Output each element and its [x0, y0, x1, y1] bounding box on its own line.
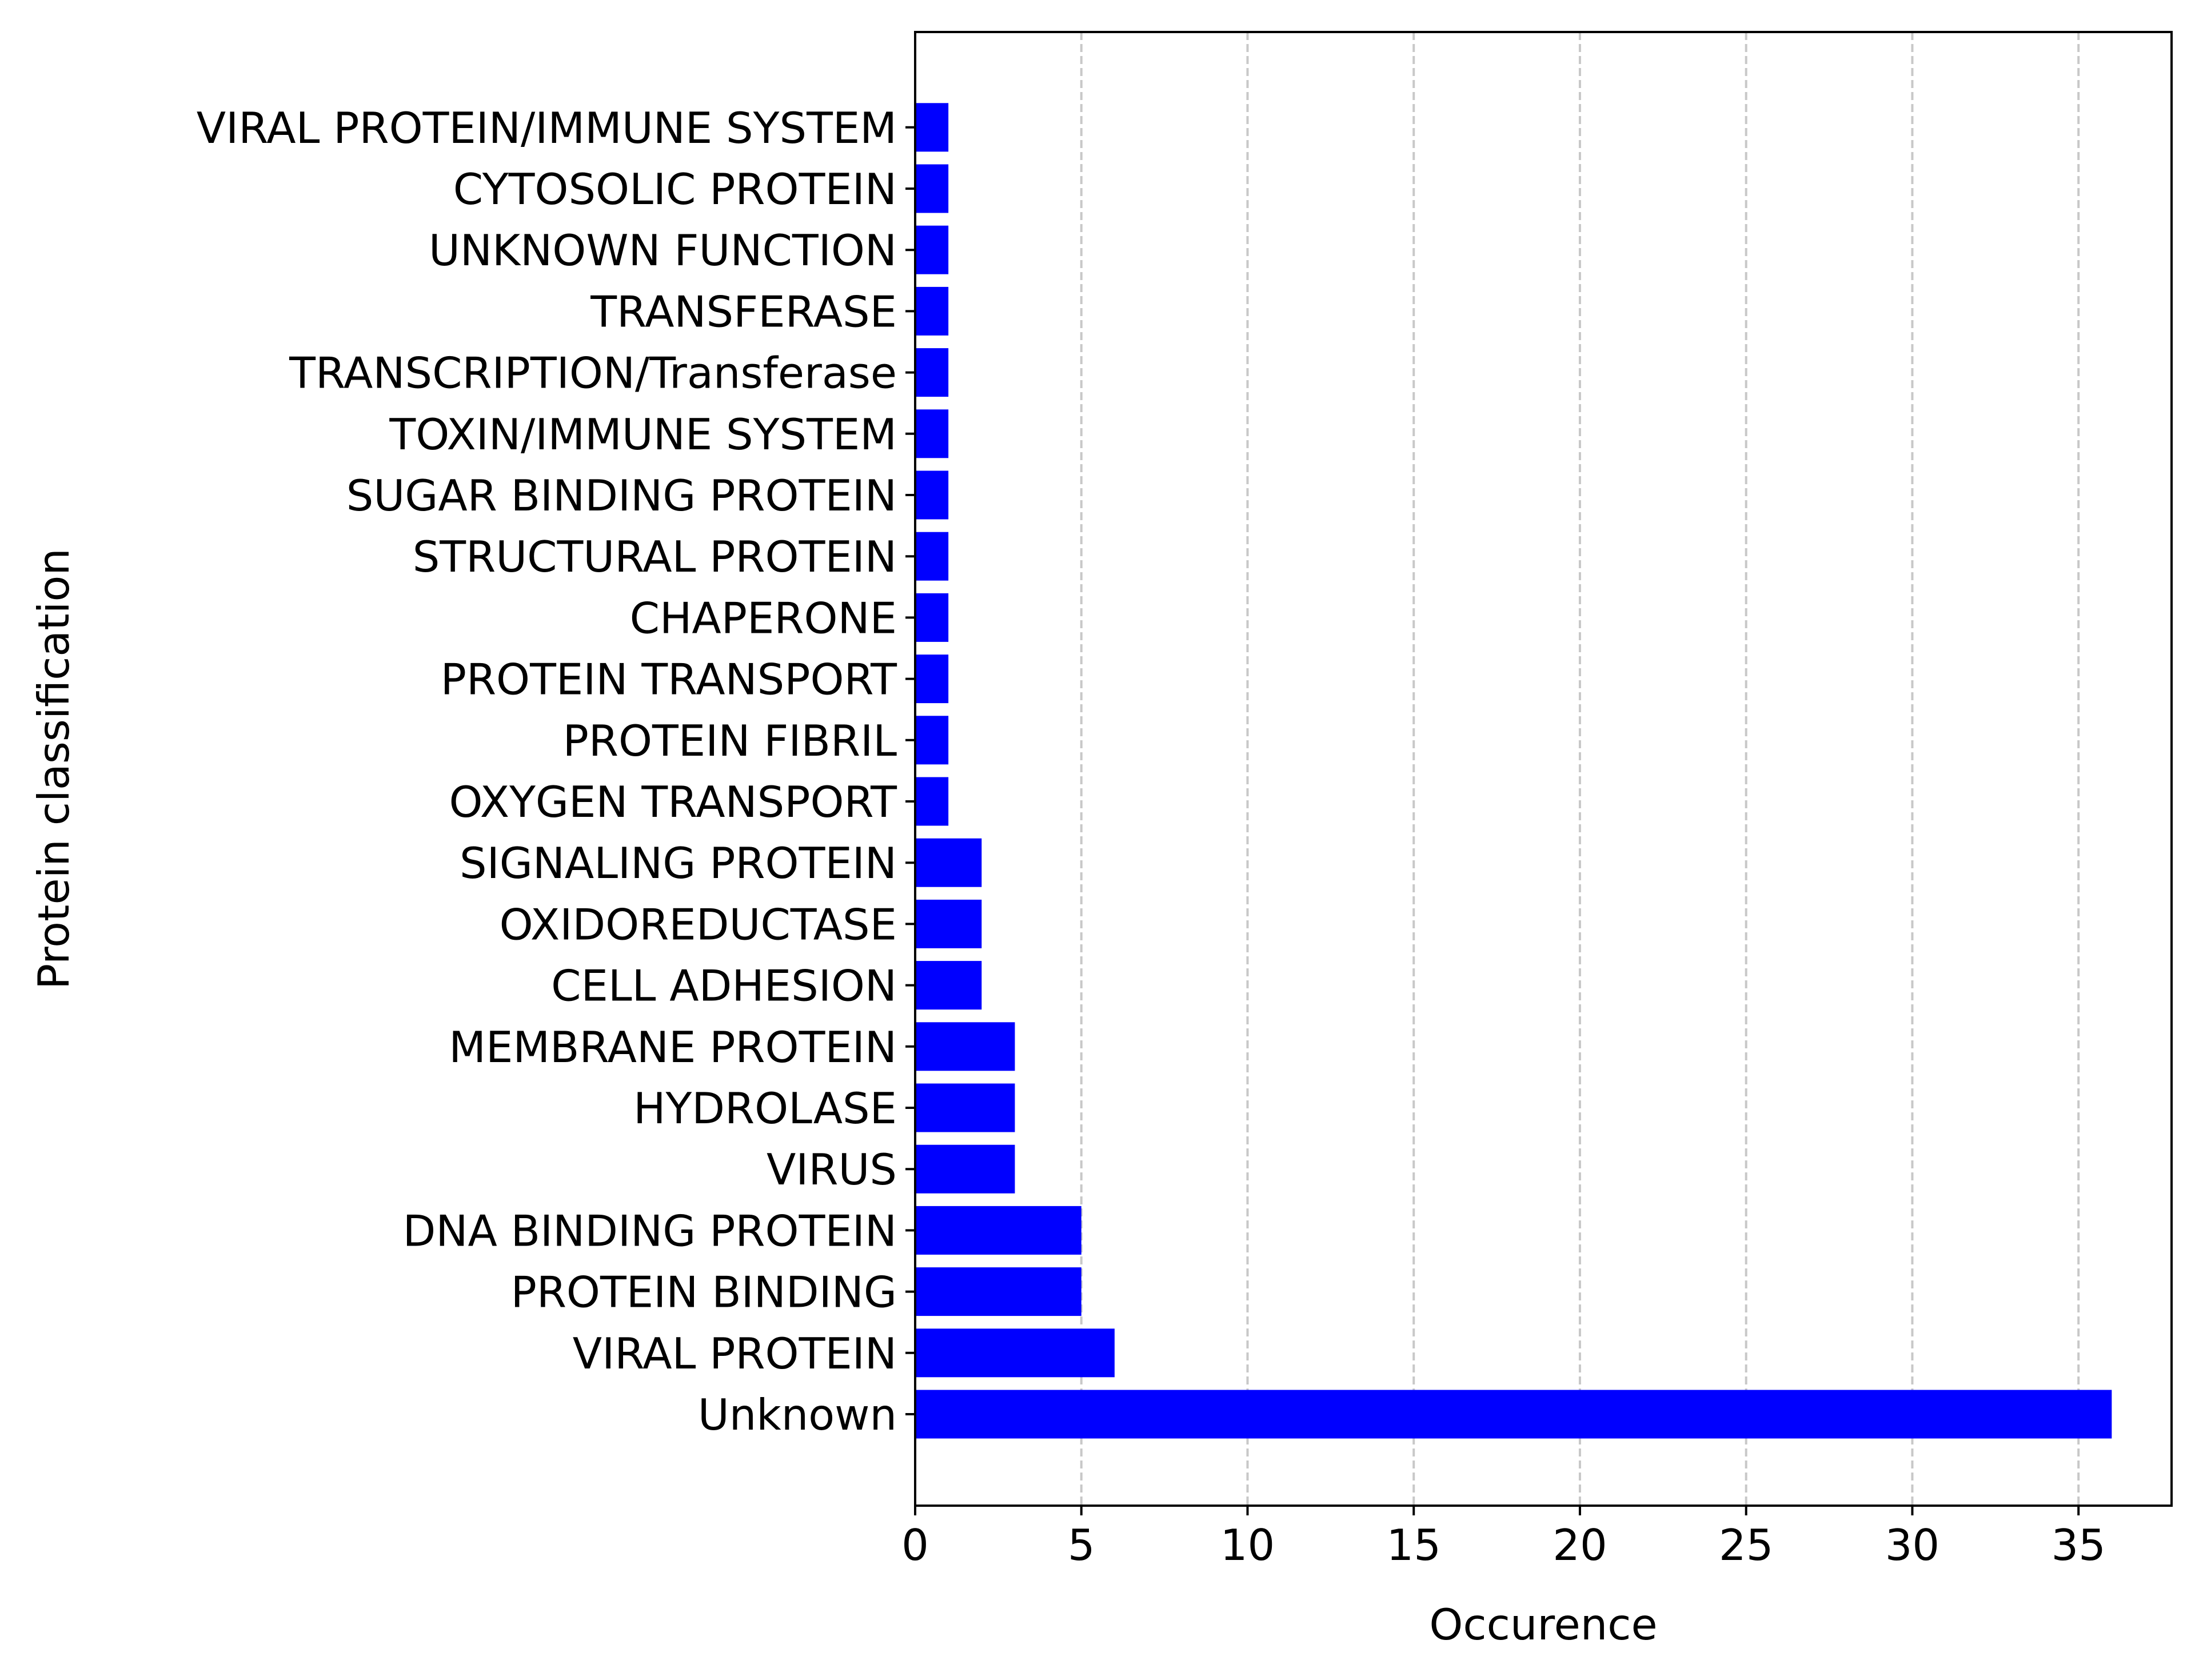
- y-tick-label: PROTEIN FIBRIL: [563, 716, 897, 766]
- x-tick-label: 20: [1553, 1520, 1607, 1570]
- y-tick-label: MEMBRANE PROTEIN: [449, 1022, 897, 1072]
- y-tick-label: UNKNOWN FUNCTION: [429, 225, 897, 276]
- y-tick-label: VIRAL PROTEIN/IMMUNE SYSTEM: [197, 103, 897, 153]
- x-tick-label: 30: [1885, 1520, 1939, 1570]
- bar: [915, 1267, 1081, 1316]
- x-tick-label: 25: [1719, 1520, 1773, 1570]
- y-tick-label: CHAPERONE: [630, 593, 897, 643]
- bar: [915, 225, 949, 274]
- bar: [915, 1328, 1115, 1378]
- bar: [915, 716, 949, 765]
- bar: [915, 103, 949, 152]
- bar: [915, 348, 949, 397]
- y-tick-label: TRANSFERASE: [590, 286, 897, 337]
- bar: [915, 838, 982, 887]
- bar: [915, 961, 982, 1010]
- y-tick-label: Unknown: [698, 1390, 897, 1440]
- y-tick-label: CELL ADHESION: [551, 961, 897, 1011]
- y-axis-ticks: Unknown VIRAL PROTEIN PROTEIN BINDING DNA B…: [197, 103, 915, 1440]
- bar: [915, 777, 949, 826]
- y-tick-label: SUGAR BINDING PROTEIN: [346, 470, 897, 521]
- bar: [915, 1390, 2112, 1439]
- y-tick-label: TRANSCRIPTION/Transferase: [289, 348, 897, 398]
- y-tick-label: VIRAL PROTEIN: [573, 1328, 897, 1379]
- grid-lines: [1080, 32, 2080, 1506]
- y-tick-label: PROTEIN BINDING: [511, 1267, 897, 1318]
- x-tick-label: 10: [1220, 1520, 1275, 1570]
- x-tick-label: 15: [1387, 1520, 1441, 1570]
- x-tick-label: 5: [1068, 1520, 1095, 1570]
- plot-frame: [914, 31, 2173, 1507]
- bar: [915, 1144, 1015, 1194]
- x-tick-label: 35: [2051, 1520, 2105, 1570]
- bars: [915, 103, 2112, 1439]
- bar: [915, 1206, 1081, 1255]
- y-tick-label: PROTEIN TRANSPORT: [441, 655, 897, 705]
- bar: [915, 1022, 1015, 1071]
- bar: [915, 532, 949, 581]
- y-tick-label: DNA BINDING PROTEIN: [403, 1206, 897, 1256]
- bar: [915, 1083, 1015, 1132]
- y-tick-label: OXIDOREDUCTASE: [500, 899, 897, 949]
- y-tick-label: VIRUS: [767, 1144, 897, 1195]
- bar: [915, 164, 949, 213]
- y-tick-label: CYTOSOLIC PROTEIN: [453, 164, 897, 214]
- y-tick-label: TOXIN/IMMUNE SYSTEM: [389, 409, 897, 460]
- x-axis-title: Occurence: [1429, 1599, 1657, 1650]
- x-axis-ticks: 0 5 10 15 20 25 30 35: [901, 1506, 2106, 1570]
- bar: [915, 470, 949, 520]
- y-tick-label: HYDROLASE: [633, 1083, 897, 1134]
- y-tick-label: STRUCTURAL PROTEIN: [413, 532, 897, 582]
- bar: [915, 286, 949, 336]
- bar: [915, 593, 949, 642]
- bar: [915, 655, 949, 704]
- bar: [915, 409, 949, 458]
- bar: [915, 899, 982, 948]
- x-tick-label: 0: [901, 1520, 929, 1570]
- y-axis-title: Protein classification: [29, 548, 79, 989]
- y-tick-label: SIGNALING PROTEIN: [460, 838, 897, 888]
- y-tick-label: OXYGEN TRANSPORT: [449, 777, 897, 827]
